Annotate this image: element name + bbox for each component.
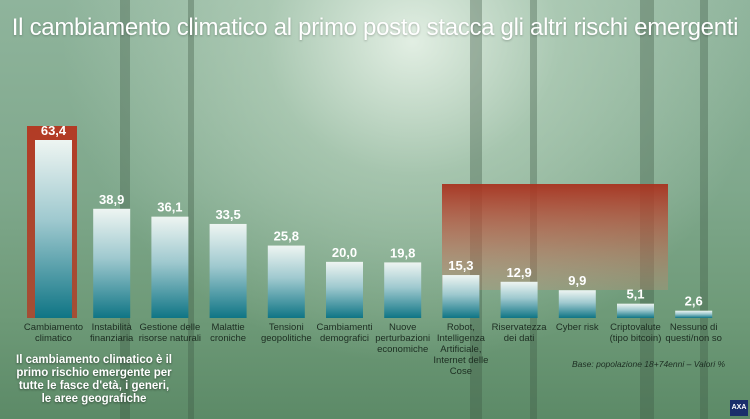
bar [326,261,363,318]
bar [442,275,480,318]
bar-value-label: 38,9 [99,192,124,207]
climate-note: Il cambiamento climatico è il primo risc… [16,354,172,405]
axa-logo: AXA [730,400,748,416]
category-label: Malattie croniche [210,322,247,344]
bar [500,281,538,318]
category-label: Nuove perturbazioni economiche [375,322,431,355]
category-label: Robot, Intelligenza Artificiale, Interne… [433,322,489,377]
source-note: Base: popolazione 18+74enni – Valori % [572,359,726,369]
bar-value-label: 2,6 [685,294,703,309]
bar [558,290,596,318]
category-label: Cambiamento climatico [23,322,84,344]
category-label: Nessuno di questi/non so [665,322,722,344]
bar [151,216,189,318]
bar [267,245,305,318]
bar [209,223,247,318]
category-label: Instabilità finanziaria [90,322,134,344]
bar-value-label: 36,1 [157,200,182,215]
bar-value-label: 63,4 [41,123,67,138]
bar-value-label: 25,8 [274,229,299,244]
bar-value-label: 15,3 [448,258,473,273]
bar [675,310,713,318]
bar-value-label: 9,9 [568,273,586,288]
category-label: Cambiamenti demografici [316,322,373,344]
category-label: Gestione delle risorse naturali [138,322,202,344]
category-label: Cyber risk [555,322,599,333]
bar [35,140,72,318]
bar [93,208,131,318]
highlight-box-emerging-tech [442,184,668,290]
bar-value-label: 33,5 [215,207,240,222]
bar-value-label: 5,1 [626,287,644,302]
tree-trunk [700,0,708,419]
bar [617,303,654,318]
category-label: Riservatezza dei dati [491,322,547,344]
bar-value-label: 19,8 [390,245,415,260]
bar-value-label: 20,0 [332,245,357,260]
page-title: Il cambiamento climatico al primo posto … [11,14,739,41]
bar-value-label: 12,9 [506,265,531,280]
category-label: Criptovalute (tipo bitcoin) [609,322,662,344]
bar [384,262,422,318]
category-label: Tensioni geopolitiche [260,322,312,344]
tree-trunk [188,0,194,419]
